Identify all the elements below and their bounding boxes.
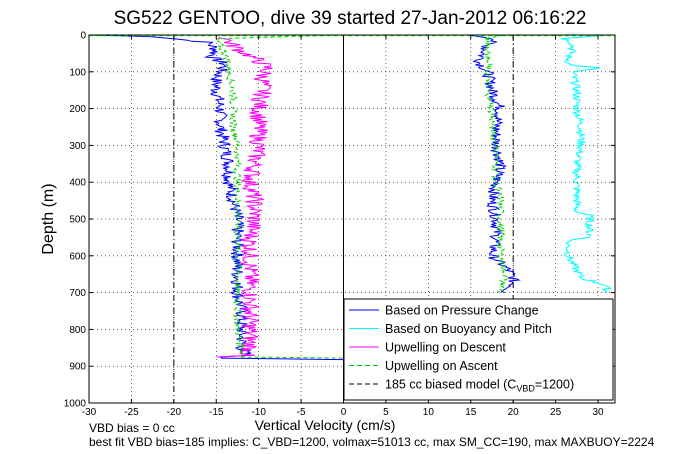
x-tick-label-2: -20 (167, 407, 182, 418)
series-line-5 (482, 34, 508, 294)
series-line-1 (468, 34, 521, 294)
x-tick-label-1: -25 (124, 407, 139, 418)
y-tick-label-3: 300 (69, 141, 86, 152)
x-tick-label-10: 20 (508, 407, 520, 418)
y-tick-label-8: 800 (69, 325, 86, 336)
legend-box (343, 298, 614, 401)
chart-title: SG522 GENTOO, dive 39 started 27-Jan-201… (114, 8, 587, 29)
x-tick-label-6: 0 (341, 407, 347, 418)
x-tick-label-4: -10 (251, 407, 266, 418)
legend-label-2: Upwelling on Descent (385, 341, 506, 355)
x-tick-label-11: 25 (550, 407, 562, 418)
legend: Based on Pressure Change Based on Buoyanc… (343, 298, 614, 401)
y-axis-ticks: 0 100 200 300 400 500 600 700 800 900 1000 (64, 31, 615, 410)
x-axis-label: Vertical Velocity (cm/s) (255, 417, 396, 433)
x-tick-label-8: 10 (423, 407, 435, 418)
y-tick-label-2: 200 (69, 104, 86, 115)
annotation-vbd-bias: VBD bias = 0 cc (89, 421, 175, 435)
y-tick-label-0: 0 (80, 31, 86, 42)
legend-label-1: Based on Buoyancy and Pitch (385, 322, 552, 336)
series-line-3 (216, 36, 273, 358)
y-tick-label-7: 700 (69, 288, 86, 299)
legend-label-3: Upwelling on Ascent (385, 359, 498, 373)
x-axis-ticks: -30 -25 -20 -15 -10 -5 0 5 10 15 20 25 30 (82, 35, 604, 418)
legend-label-0: Based on Pressure Change (385, 304, 539, 318)
x-tick-label-0: -30 (82, 407, 97, 418)
series-line-4 (216, 34, 345, 359)
x-tick-label-12: 30 (592, 407, 604, 418)
y-tick-label-10: 1000 (64, 399, 87, 410)
y-tick-label-4: 400 (69, 178, 86, 189)
series-line-0 (88, 34, 344, 361)
x-tick-label-3: -15 (209, 407, 224, 418)
y-axis-label: Depth (m) (40, 183, 57, 254)
x-tick-label-9: 15 (465, 407, 477, 418)
y-tick-label-9: 900 (69, 362, 86, 373)
x-tick-label-7: 5 (383, 407, 389, 418)
y-tick-label-5: 500 (69, 215, 86, 226)
y-tick-label-1: 100 (69, 67, 86, 78)
y-tick-label-6: 600 (69, 251, 86, 262)
legend-label-4: 185 cc biased model (CVBD=1200) (385, 378, 574, 394)
data-series (88, 34, 615, 361)
annotation-best-fit: best fit VBD bias=185 implies: C_VBD=120… (89, 435, 655, 449)
x-tick-label-5: -5 (297, 407, 306, 418)
series-line-2 (560, 34, 612, 293)
